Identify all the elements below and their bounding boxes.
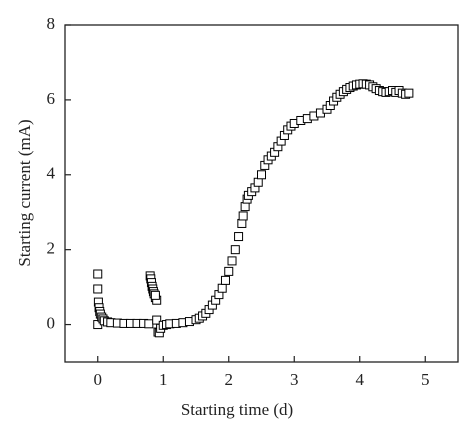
point xyxy=(240,202,250,212)
point xyxy=(237,218,247,228)
y-tick-label: 4 xyxy=(47,164,56,183)
x-tick-label: 4 xyxy=(356,370,365,389)
point xyxy=(224,266,234,276)
plot-frame xyxy=(64,24,459,363)
x-tick-label: 5 xyxy=(421,370,430,389)
point xyxy=(404,88,414,98)
point xyxy=(230,245,240,255)
point xyxy=(220,275,230,285)
point xyxy=(150,290,160,300)
point xyxy=(253,177,263,187)
x-tick-label: 1 xyxy=(159,370,168,389)
point xyxy=(217,283,227,293)
x-tick-label: 2 xyxy=(225,370,234,389)
point xyxy=(227,256,237,266)
x-tick-label: 3 xyxy=(290,370,299,389)
y-tick-label: 8 xyxy=(47,14,56,33)
x-axis-label: Starting time (d) xyxy=(181,400,293,419)
point xyxy=(93,284,103,294)
point xyxy=(234,232,244,242)
y-tick-label: 6 xyxy=(47,89,56,108)
y-tick-label: 0 xyxy=(47,313,56,332)
x-tick-label: 0 xyxy=(94,370,103,389)
y-tick-label: 2 xyxy=(47,239,56,258)
point xyxy=(93,269,103,279)
point xyxy=(238,211,248,221)
point xyxy=(144,319,154,329)
y-axis-label: Starting current (mA) xyxy=(15,119,34,266)
point xyxy=(257,170,266,180)
